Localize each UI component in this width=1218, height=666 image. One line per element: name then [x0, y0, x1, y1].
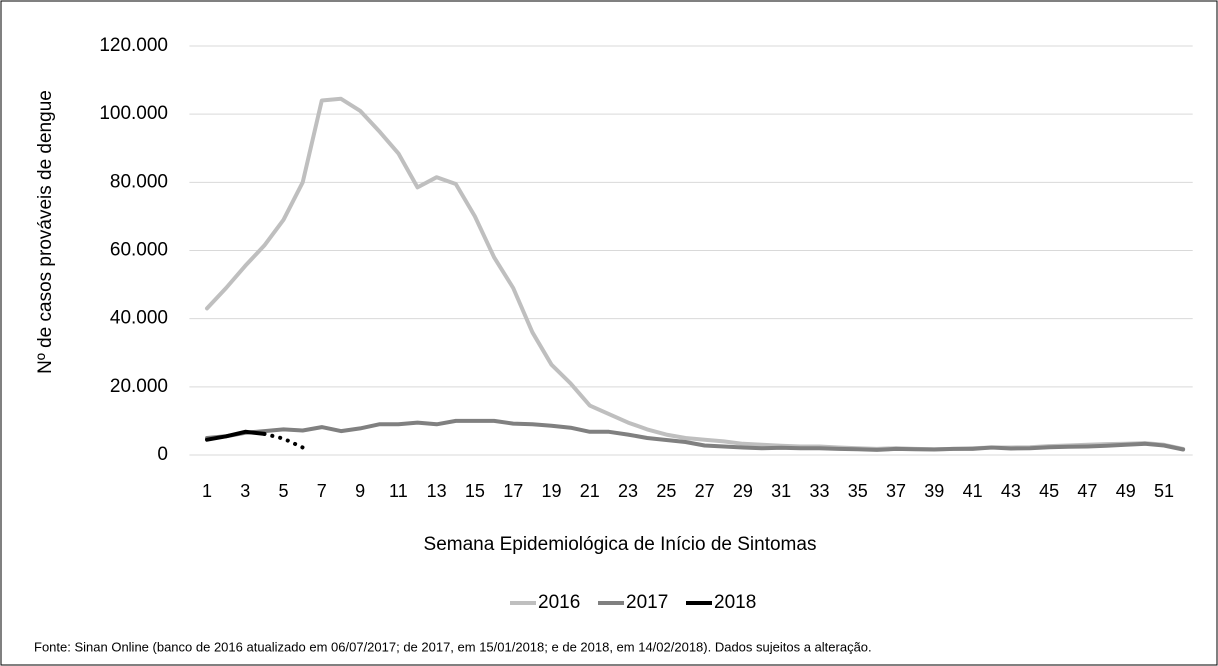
series-line — [205, 429, 267, 442]
y-tick-label: 60.000 — [110, 240, 168, 261]
x-tick-label: 43 — [1001, 481, 1021, 501]
legend-label: 2016 — [538, 592, 580, 613]
y-tick-label: 40.000 — [110, 308, 168, 329]
series-line — [262, 431, 305, 450]
x-tick-label: 7 — [317, 481, 327, 501]
x-tick-label: 23 — [618, 481, 638, 501]
x-tick-label: 33 — [809, 481, 829, 501]
x-axis-title: Semana Epidemiológica de Início de Sinto… — [424, 534, 817, 555]
x-tick-label: 15 — [465, 481, 485, 501]
x-tick-label: 39 — [924, 481, 944, 501]
y-tick-label: 20.000 — [110, 376, 168, 397]
y-tick-label: 120.000 — [99, 35, 168, 56]
x-tick-label: 29 — [733, 481, 753, 501]
x-tick-label: 17 — [503, 481, 523, 501]
x-tick-label: 31 — [771, 481, 791, 501]
source-note: Fonte: Sinan Online (banco de 2016 atual… — [34, 639, 872, 654]
x-tick-label: 21 — [580, 481, 600, 501]
y-tick-label: 0 — [157, 444, 168, 465]
x-tick-label: 13 — [427, 481, 447, 501]
x-tick-label: 35 — [848, 481, 868, 501]
x-tick-label: 11 — [389, 481, 408, 501]
y-tick-label: 100.000 — [99, 103, 168, 124]
x-tick-label: 25 — [656, 481, 676, 501]
x-tick-label: 1 — [202, 481, 212, 501]
x-tick-label: 27 — [695, 481, 715, 501]
legend-label: 2018 — [714, 592, 756, 613]
y-axis-title: Nº de casos prováveis de dengue — [35, 90, 56, 374]
x-tick-label: 9 — [355, 481, 365, 501]
x-tick-label: 19 — [541, 481, 561, 501]
series-line — [205, 96, 1186, 452]
x-tick-label: 37 — [886, 481, 906, 501]
x-tick-label: 51 — [1154, 481, 1174, 501]
x-tick-label: 49 — [1116, 481, 1136, 501]
legend-label: 2017 — [626, 592, 668, 613]
x-tick-label: 5 — [279, 481, 289, 501]
series-line — [205, 418, 1186, 452]
y-tick-label: 80.000 — [110, 171, 168, 192]
x-tick-label: 47 — [1077, 481, 1097, 501]
x-tick-label: 41 — [963, 481, 983, 501]
x-tick-label: 45 — [1039, 481, 1059, 501]
x-tick-label: 3 — [240, 481, 250, 501]
